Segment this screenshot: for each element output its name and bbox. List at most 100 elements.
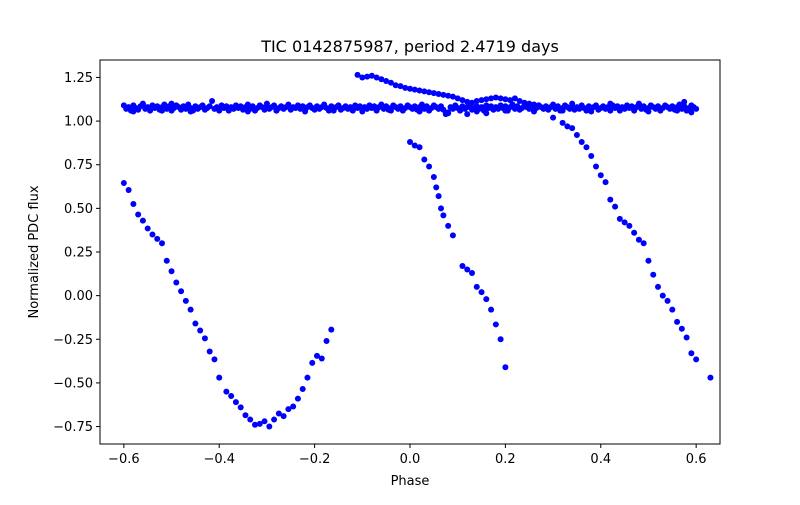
data-point [330,107,337,114]
data-point [187,108,194,115]
data-point [650,271,657,278]
data-point [364,73,371,80]
data-point [516,98,523,105]
data-point [440,212,447,219]
data-point [159,107,165,114]
data-point [302,108,309,115]
data-point [497,95,504,102]
data-point [206,103,213,110]
data-point [583,144,590,151]
data-point [371,103,378,110]
data-point [683,334,690,341]
data-point [473,108,480,115]
plot-frame [99,59,721,445]
data-point [674,107,681,114]
data-point [423,103,430,110]
data-point [285,101,292,108]
data-point [464,111,471,118]
data-point [147,107,154,114]
data-point [325,107,332,114]
data-point [426,163,433,170]
data-point [154,235,161,242]
data-point [550,114,557,121]
data-point [349,107,356,114]
data-point [626,222,633,229]
data-point [402,84,409,91]
data-point [502,364,509,371]
data-points [120,71,714,430]
data-point [247,416,254,423]
data-point [483,110,490,117]
data-point [209,98,216,105]
chart-title: TIC 0142875987, period 2.4719 days [260,37,559,56]
data-point [228,393,235,399]
data-point [192,320,199,327]
data-point [645,108,652,115]
data-point [483,96,490,103]
data-point [497,336,504,343]
data-point [483,296,490,303]
data-point [464,266,471,273]
data-point [435,193,442,200]
data-point [273,107,280,114]
data-point [280,413,287,420]
data-point [454,95,461,102]
data-point [681,103,688,110]
data-point [449,93,456,100]
data-point [249,103,256,110]
data-point [223,103,230,110]
data-point [578,139,585,146]
y-tick-label: 0.00 [64,289,93,304]
data-point [378,76,385,83]
data-point [607,100,614,107]
data-point [216,107,223,114]
data-point [201,335,208,342]
data-point [416,144,423,151]
data-point [502,107,509,114]
data-point [294,395,301,402]
data-point [383,77,390,84]
data-point [635,100,642,107]
data-point [528,103,535,110]
x-tick-label: −0.4 [203,452,235,467]
data-point [445,92,452,99]
data-point [426,89,433,96]
y-tick-label: −0.25 [53,333,93,348]
data-point [359,108,366,115]
data-point [502,103,509,110]
data-point [139,217,146,224]
y-tick-label: 1.25 [64,71,93,86]
data-point [411,142,418,149]
data-point [457,107,464,114]
data-point [478,97,485,104]
data-point [252,421,258,428]
data-point [130,201,137,207]
data-point [621,219,628,226]
data-point [531,108,537,115]
data-point [478,289,485,296]
data-point [602,179,609,186]
data-point [597,172,604,179]
data-point [469,269,475,276]
data-point [299,103,306,110]
data-point [421,156,428,163]
data-point [299,386,306,393]
x-tick-label: 0.2 [495,452,516,467]
data-point [421,88,428,95]
data-point [359,74,366,81]
data-point [640,240,647,247]
data-point [554,103,561,110]
data-point [168,100,175,107]
data-point [373,74,380,81]
data-point [430,90,437,97]
data-point [616,107,623,114]
data-point [275,410,282,417]
y-tick-label: 0.75 [64,158,93,173]
data-point [182,297,189,304]
data-point [440,91,447,98]
y-tick-label: 0.25 [64,246,93,261]
data-point [593,163,599,170]
data-point [216,374,223,381]
data-point [271,416,278,423]
